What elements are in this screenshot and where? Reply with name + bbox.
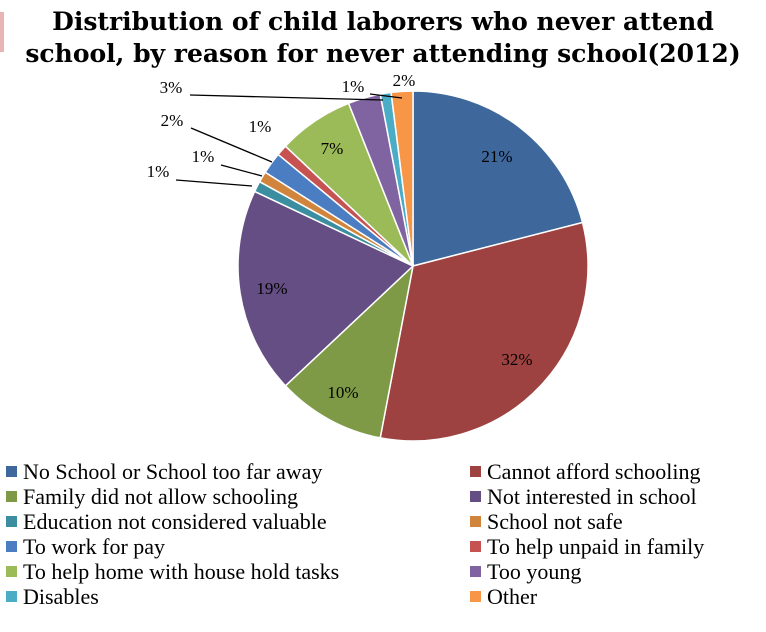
pie-slice-3	[284, 263, 415, 439]
data-label-8: 1%	[249, 117, 272, 136]
legend-swatch	[470, 491, 481, 502]
leader-line-11	[369, 93, 403, 99]
legend-swatch	[6, 491, 17, 502]
data-label-1: 21%	[481, 147, 512, 166]
legend-item-9: To help home with house hold tasks	[6, 559, 470, 584]
legend-item-3: Family did not allow schooling	[6, 484, 470, 509]
legend-item-6: School not safe	[470, 509, 762, 534]
leader-line-10	[189, 94, 384, 101]
data-label-7: 2%	[161, 111, 184, 130]
data-label-5: 1%	[147, 162, 170, 181]
data-label-6: 1%	[192, 147, 215, 166]
data-label-10: 3%	[160, 78, 183, 97]
legend-swatch	[6, 516, 17, 527]
legend-swatch	[470, 591, 481, 602]
legend-label: Disables	[23, 584, 99, 609]
legend-swatch	[6, 466, 17, 477]
legend-item-8: To help unpaid in family	[470, 534, 762, 559]
legend-label: Other	[487, 584, 538, 609]
legend-label: To work for pay	[23, 534, 166, 559]
leader-line-6	[220, 164, 263, 177]
legend-label: Not interested in school	[487, 484, 697, 509]
chart-title-line-1: Distribution of child laborers who never…	[52, 7, 714, 36]
data-label-4: 19%	[256, 279, 287, 298]
leader-line-7	[190, 127, 273, 163]
legend-label: Too young	[487, 559, 582, 584]
legend-item-1: No School or School too far away	[6, 459, 470, 484]
legend-swatch	[470, 541, 481, 552]
legend-label: Cannot afford schooling	[487, 459, 701, 484]
pie-slice-4	[237, 190, 415, 387]
pie-slice-1	[412, 90, 584, 267]
legend-label: To help unpaid in family	[487, 534, 705, 559]
legend-item-4: Not interested in school	[470, 484, 762, 509]
legend-item-2: Cannot afford schooling	[470, 459, 762, 484]
legend-item-10: Too young	[470, 559, 762, 584]
legend-item-12: Other	[470, 584, 762, 609]
pie-slice-12	[390, 90, 414, 267]
legend-label: To help home with house hold tasks	[23, 559, 340, 584]
legend-item-7: To work for pay	[6, 534, 470, 559]
leader-line-5	[175, 179, 253, 187]
legend-label: No School or School too far away	[23, 459, 323, 484]
legend-item-5: Education not considered valuable	[6, 509, 470, 534]
legend-swatch	[6, 566, 17, 577]
legend-swatch	[470, 466, 481, 477]
data-label-11: 1%	[342, 77, 365, 96]
chart-title: Distribution of child laborers who never…	[0, 6, 766, 70]
data-label-9: 7%	[321, 139, 344, 158]
legend-swatch	[470, 516, 481, 527]
legend-label: Education not considered valuable	[23, 509, 327, 534]
pie-slice-2	[379, 221, 589, 442]
legend-swatch	[470, 566, 481, 577]
legend-swatch	[6, 591, 17, 602]
legend-swatch	[6, 541, 17, 552]
data-label-12: 2%	[393, 71, 416, 90]
chart-legend: No School or School too far away Cannot a…	[6, 459, 762, 609]
chart-title-line-2: school, by reason for never attending sc…	[25, 39, 741, 68]
data-label-2: 32%	[501, 350, 532, 369]
legend-item-11: Disables	[6, 584, 470, 609]
page-edge-mark	[0, 12, 4, 52]
data-label-3: 10%	[327, 383, 358, 402]
legend-label: School not safe	[487, 509, 623, 534]
legend-label: Family did not allow schooling	[23, 484, 298, 509]
